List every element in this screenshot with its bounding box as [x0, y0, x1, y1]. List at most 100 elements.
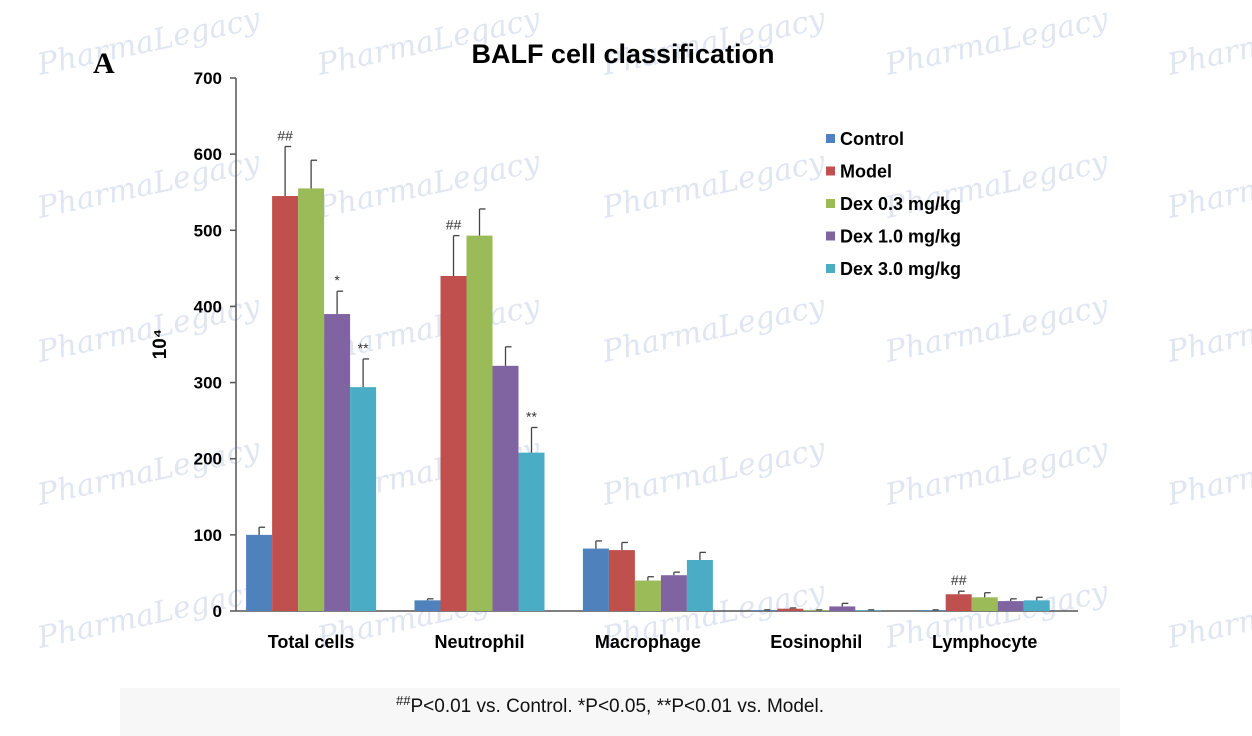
- bar: [518, 452, 545, 611]
- watermark: PharmaLegacy: [881, 1, 1112, 83]
- watermark-text: PharmaLegacy: [33, 144, 264, 226]
- watermark: PharmaLegacy: [33, 1, 264, 83]
- legend-swatch: [826, 199, 835, 208]
- legend-item: Dex 1.0 mg/kg: [826, 227, 961, 247]
- bar: [246, 534, 273, 611]
- legend-swatch: [826, 264, 835, 273]
- bar: [582, 548, 609, 611]
- bar: [686, 559, 713, 611]
- legend-item: Dex 0.3 mg/kg: [826, 194, 961, 214]
- watermark: PharmaLegacy: [1163, 431, 1252, 513]
- y-tick-label: 0: [213, 602, 222, 621]
- bar: [855, 610, 882, 611]
- significance-label: *: [334, 272, 340, 288]
- legend-label: Model: [840, 162, 892, 182]
- bar: [608, 550, 635, 611]
- category-label: Eosinophil: [770, 632, 862, 652]
- bar: [660, 575, 687, 611]
- legend-swatch: [826, 134, 835, 143]
- watermark-text: PharmaLegacy: [1163, 1, 1252, 83]
- watermark: PharmaLegacy: [33, 574, 264, 656]
- category-label: Total cells: [268, 632, 355, 652]
- watermark: PharmaLegacy: [598, 288, 829, 370]
- watermark: PharmaLegacy: [33, 144, 264, 226]
- watermark-text: PharmaLegacy: [313, 144, 544, 226]
- watermark: PharmaLegacy: [1163, 1, 1252, 83]
- y-tick-label: 400: [194, 297, 222, 316]
- watermark-text: PharmaLegacy: [881, 431, 1112, 513]
- bar: [751, 610, 778, 611]
- y-tick-label: 200: [194, 450, 222, 469]
- watermark-text: PharmaLegacy: [881, 288, 1112, 370]
- watermark-text: PharmaLegacy: [33, 288, 264, 370]
- watermark: PharmaLegacy: [33, 431, 264, 513]
- y-tick-label: 700: [194, 69, 222, 88]
- legend-label: Dex 1.0 mg/kg: [840, 227, 961, 247]
- bar: [414, 600, 441, 611]
- watermark-text: PharmaLegacy: [881, 1, 1112, 83]
- footnote-superscript: ##: [396, 693, 411, 708]
- watermark: PharmaLegacy: [598, 431, 829, 513]
- y-axis-label: 10⁴: [150, 329, 171, 360]
- watermark: PharmaLegacy: [1163, 288, 1252, 370]
- watermark: PharmaLegacy: [1163, 144, 1252, 226]
- y-tick-label: 100: [194, 526, 222, 545]
- legend: Control Model Dex 0.3 mg/kg Dex 1.0 mg/kg De…: [826, 129, 961, 279]
- legend-swatch: [826, 231, 835, 241]
- bar: [803, 610, 830, 611]
- y-tick-label: 300: [194, 374, 222, 393]
- significance-label: ##: [277, 128, 293, 144]
- bar: [440, 275, 467, 611]
- watermark: PharmaLegacy: [881, 431, 1112, 513]
- watermark-text: PharmaLegacy: [33, 1, 264, 83]
- watermark-text: PharmaLegacy: [598, 431, 829, 513]
- bar: [350, 387, 377, 611]
- footnote: ##P<0.01 vs. Control. *P<0.05, **P<0.01 …: [396, 693, 824, 717]
- bar: [945, 594, 972, 611]
- watermark: PharmaLegacy: [598, 144, 829, 226]
- legend-item: Control: [826, 129, 904, 149]
- bar: [492, 365, 519, 611]
- legend-swatch: [826, 166, 835, 176]
- x-axis-categories: Total cells Neutrophil Macrophage Eosinophi…: [268, 632, 1038, 652]
- significance-label: **: [358, 340, 369, 356]
- chart-title: BALF cell classification: [471, 39, 774, 69]
- watermark-text: PharmaLegacy: [1163, 431, 1252, 513]
- panel-label: A: [93, 47, 115, 80]
- footer-band: [120, 688, 1120, 736]
- significance-label: **: [526, 408, 537, 424]
- bar: [997, 601, 1024, 611]
- watermark-layer: PharmaLegacy PharmaLegacy PharmaLegacy Phar…: [33, 1, 1252, 656]
- legend-label: Dex 0.3 mg/kg: [840, 194, 961, 214]
- watermark: PharmaLegacy: [33, 288, 264, 370]
- watermark-text: PharmaLegacy: [33, 431, 264, 513]
- category-label: Lymphocyte: [932, 632, 1037, 652]
- bar: [829, 606, 856, 611]
- bar: [1023, 600, 1050, 611]
- bar: [466, 235, 493, 611]
- legend-label: Control: [840, 129, 904, 149]
- category-label: Neutrophil: [435, 632, 525, 652]
- watermark: PharmaLegacy: [1163, 574, 1252, 656]
- legend-item: Dex 3.0 mg/kg: [826, 259, 961, 279]
- watermark-text: PharmaLegacy: [598, 288, 829, 370]
- legend-item: Model: [826, 162, 892, 182]
- watermark: PharmaLegacy: [881, 288, 1112, 370]
- bar: [634, 580, 661, 611]
- y-axis-ticks: 0 100 200 300 400 500 600 700: [194, 69, 236, 621]
- bar: [971, 597, 998, 611]
- watermark-text: PharmaLegacy: [1163, 574, 1252, 656]
- bar: [919, 610, 946, 611]
- bar: [777, 608, 804, 611]
- bars: ##***##**##: [246, 128, 1050, 611]
- legend-label: Dex 3.0 mg/kg: [840, 259, 961, 279]
- bar: [272, 196, 299, 611]
- watermark-text: PharmaLegacy: [33, 574, 264, 656]
- significance-label: ##: [951, 572, 967, 588]
- watermark-text: PharmaLegacy: [598, 144, 829, 226]
- footnote-text: P<0.01 vs. Control. *P<0.05, **P<0.01 vs…: [410, 696, 824, 717]
- significance-label: ##: [446, 217, 462, 233]
- watermark: PharmaLegacy: [313, 144, 544, 226]
- watermark-text: PharmaLegacy: [1163, 288, 1252, 370]
